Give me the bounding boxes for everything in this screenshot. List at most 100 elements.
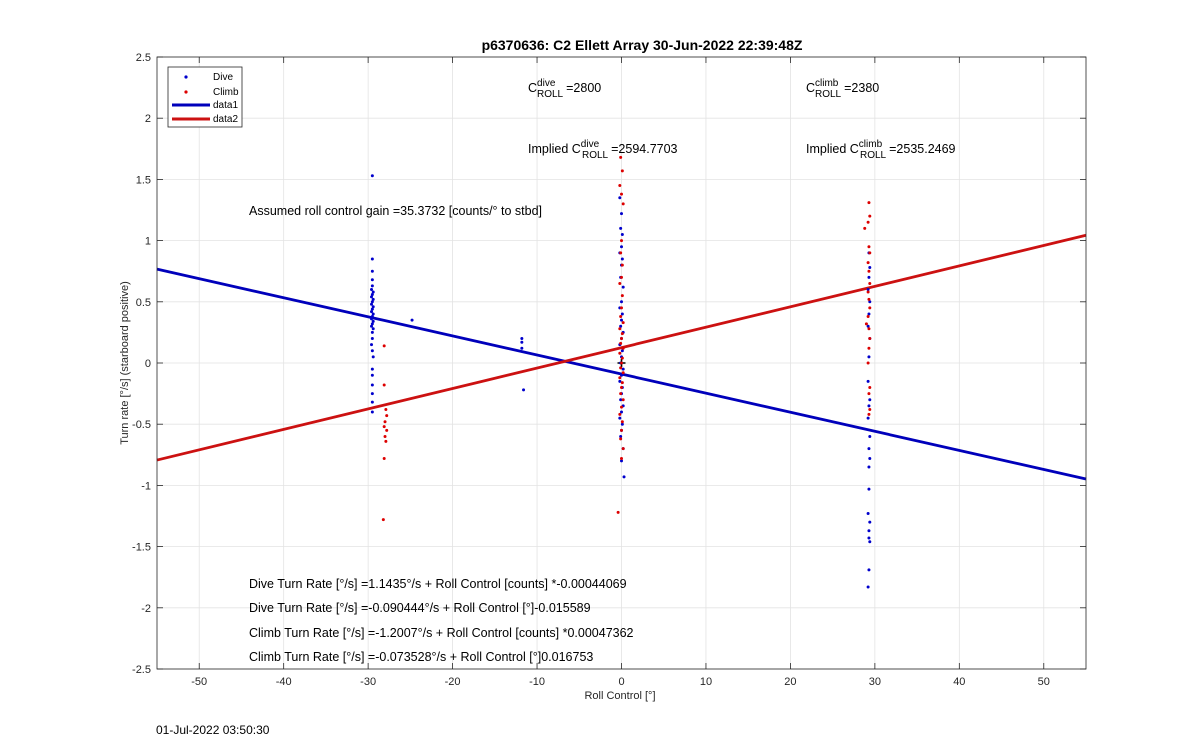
dive-point — [620, 300, 623, 304]
climb-point — [620, 456, 623, 460]
climb-point — [867, 392, 871, 396]
c-roll-climb-sup: climb — [815, 78, 839, 89]
climb-point — [382, 383, 386, 387]
x-tick-label: 10 — [700, 676, 712, 688]
dive-point — [868, 456, 872, 460]
x-tick-label: 40 — [953, 676, 965, 688]
footer-timestamp: 01-Jul-2022 03:50:30 — [156, 723, 270, 737]
legend-data2-label: data2 — [213, 114, 238, 125]
implied-dive-prefix: Implied C — [528, 142, 581, 156]
climb-point — [868, 337, 872, 341]
climb-point — [620, 385, 623, 389]
dive-point — [621, 367, 625, 371]
dive-point — [370, 349, 374, 353]
dive-point — [618, 196, 622, 200]
climb-point — [620, 428, 623, 432]
climb-point — [619, 251, 623, 255]
climb-point — [619, 437, 623, 441]
legend: Dive Climb data1 data2 — [167, 66, 243, 128]
climb-point — [866, 361, 870, 365]
climb-point — [616, 510, 620, 514]
climb-point — [621, 321, 625, 325]
dive-point — [370, 292, 374, 296]
dive-point — [620, 349, 624, 353]
data2-fit-line — [156, 233, 1087, 462]
climb-point — [621, 371, 625, 375]
climb-point — [866, 261, 870, 265]
y-tick-label: -0.5 — [132, 419, 151, 431]
dive-point — [370, 257, 374, 261]
scatter-points — [370, 155, 872, 589]
dive-point — [370, 400, 374, 404]
legend-box — [167, 66, 243, 128]
dive-point — [867, 536, 871, 540]
dive-point — [522, 388, 526, 392]
dive-point — [868, 266, 872, 270]
dive-point — [867, 447, 871, 451]
dive-point — [867, 529, 871, 533]
dive-point — [868, 520, 872, 524]
x-tick-label: -20 — [445, 676, 461, 688]
dive-point — [370, 317, 374, 321]
climb-point — [868, 306, 872, 310]
y-tick-label: 2.5 — [136, 52, 151, 64]
c-roll-climb-value: =2380 — [844, 81, 879, 95]
dive-point — [620, 318, 623, 322]
dive-point — [867, 275, 871, 279]
climb-point — [384, 439, 388, 443]
climb-point — [385, 428, 389, 432]
dive-point — [370, 302, 374, 306]
climb-point — [620, 332, 624, 336]
x-tick-label: 30 — [869, 676, 881, 688]
dive-point — [867, 404, 871, 408]
dive-point — [620, 232, 624, 236]
climb-point — [866, 290, 870, 294]
dive-point — [866, 585, 870, 589]
climb-point — [620, 381, 624, 385]
x-tick-label: -40 — [276, 676, 292, 688]
dive-point — [520, 346, 524, 350]
y-tick-label: -2.5 — [132, 664, 151, 676]
climb-point — [866, 314, 870, 318]
c-roll-dive-prefix: C — [528, 81, 537, 95]
climb-point — [868, 251, 872, 255]
dive-point — [371, 312, 375, 316]
implied-dive-value: =2594.7703 — [611, 142, 677, 156]
climb-point — [384, 408, 388, 412]
dive-point — [620, 312, 624, 316]
dive-point — [520, 340, 524, 344]
implied-c-roll-dive-annotation: Implied Cdive ROLL =2594.7703 — [528, 139, 678, 161]
climb-eq-counts: Climb Turn Rate [°/s] =-1.2007°/s + Roll… — [249, 626, 634, 640]
dive-point — [370, 300, 374, 304]
dive-eq-counts: Dive Turn Rate [°/s] =1.1435°/s + Roll C… — [249, 577, 627, 591]
dive-point — [621, 285, 625, 289]
y-axis-ticks: 2.5 2 1.5 1 0.5 0 -0.5 -1 -1.5 -2 -2.5 — [132, 52, 1086, 676]
dive-point — [370, 307, 374, 311]
dive-point — [370, 410, 374, 414]
x-axis-ticks: -50 -40 -30 -20 -10 0 10 20 30 40 50 — [191, 57, 1050, 688]
climb-point — [863, 226, 867, 230]
dive-point — [520, 337, 524, 341]
x-tick-label: -50 — [191, 676, 207, 688]
x-tick-label: 0 — [618, 676, 624, 688]
legend-dive-label: Dive — [213, 72, 233, 83]
legend-climb-label: Climb — [213, 87, 239, 98]
climb-point — [621, 398, 625, 402]
y-tick-label: -1 — [141, 480, 151, 492]
climb-point — [867, 201, 871, 205]
dive-point — [622, 475, 626, 479]
climb-point — [620, 356, 624, 360]
c-roll-dive-sub: ROLL — [537, 89, 564, 100]
c-roll-climb-annotation: Cclimb ROLL =2380 — [806, 78, 879, 100]
chart-title: p6370636: C2 Ellett Array 30-Jun-2022 22… — [482, 37, 803, 53]
climb-point — [620, 337, 623, 341]
climb-point — [382, 344, 386, 348]
dive-point — [868, 540, 872, 544]
dive-point — [867, 568, 871, 572]
dive-point — [370, 330, 374, 334]
dive-point — [370, 295, 374, 299]
dive-point — [620, 410, 623, 414]
c-roll-dive-sup: dive — [537, 78, 556, 89]
implied-climb-value: =2535.2469 — [889, 142, 955, 156]
